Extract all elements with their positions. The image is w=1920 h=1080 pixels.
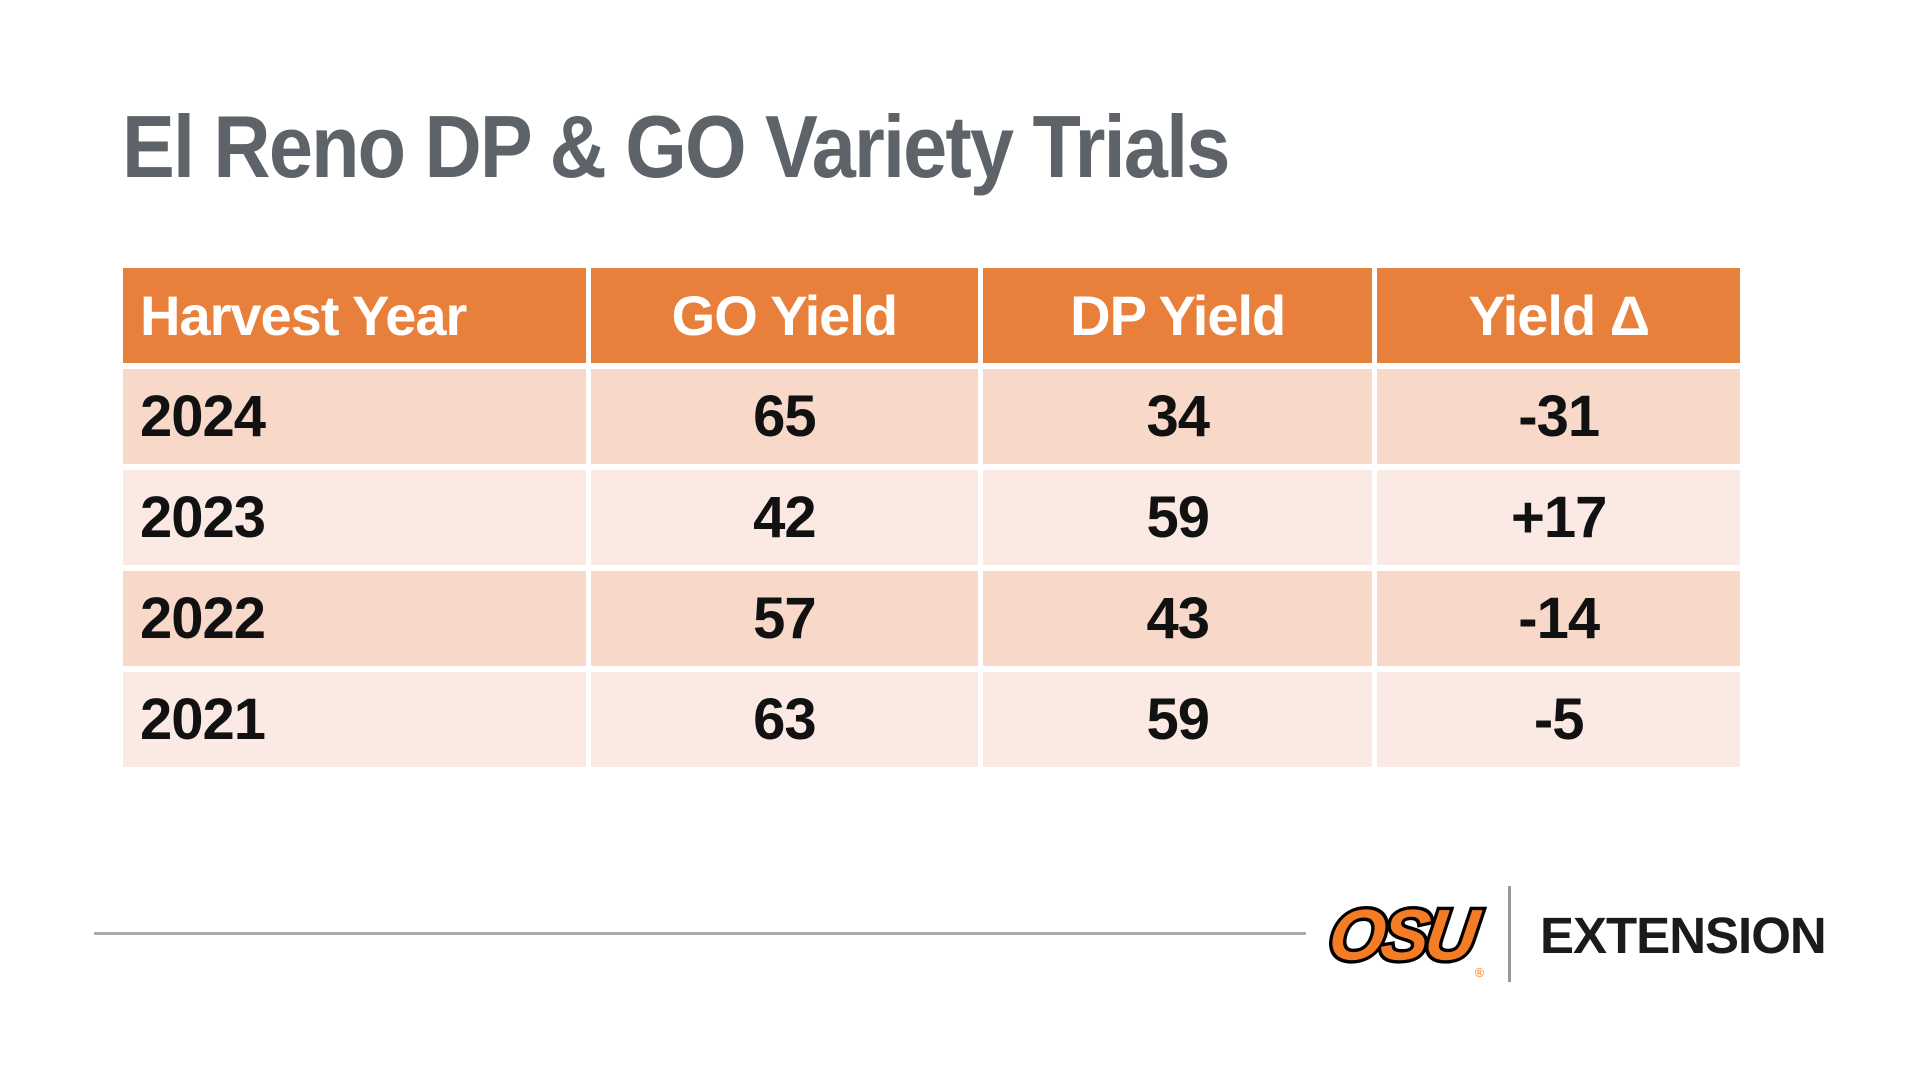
cell-dp-yield: 59 (983, 470, 1373, 565)
cell-go-yield: 65 (590, 369, 979, 464)
variety-trials-table: Harvest Year GO Yield DP Yield Yield Δ 2… (123, 268, 1740, 767)
header-cell-harvest-year: Harvest Year (123, 268, 586, 363)
cell-yield-delta: -5 (1377, 672, 1740, 767)
cell-yield-delta: -14 (1377, 571, 1740, 666)
footer-vertical-divider (1508, 886, 1511, 982)
registered-mark-icon: ® (1475, 966, 1485, 980)
cell-go-yield: 57 (590, 571, 979, 666)
cell-go-yield: 63 (590, 672, 979, 767)
cell-year: 2023 (123, 470, 586, 565)
page-title: El Reno DP & GO Variety Trials (122, 97, 1230, 196)
cell-yield-delta: +17 (1377, 470, 1740, 565)
extension-brand-label: EXTENSION (1540, 907, 1827, 964)
osu-logo-text: OSU (1324, 896, 1485, 976)
header-cell-yield-delta: Yield Δ (1377, 268, 1740, 363)
header-cell-go-yield: GO Yield (590, 268, 979, 363)
cell-dp-yield: 59 (983, 672, 1373, 767)
footer-horizontal-rule (94, 932, 1306, 935)
cell-dp-yield: 43 (983, 571, 1373, 666)
cell-go-yield: 42 (590, 470, 979, 565)
cell-year: 2021 (123, 672, 586, 767)
cell-dp-yield: 34 (983, 369, 1373, 464)
cell-year: 2022 (123, 571, 586, 666)
header-cell-dp-yield: DP Yield (983, 268, 1373, 363)
osu-logo-icon: OSU ® (1321, 893, 1488, 981)
cell-year: 2024 (123, 369, 586, 464)
cell-yield-delta: -31 (1377, 369, 1740, 464)
